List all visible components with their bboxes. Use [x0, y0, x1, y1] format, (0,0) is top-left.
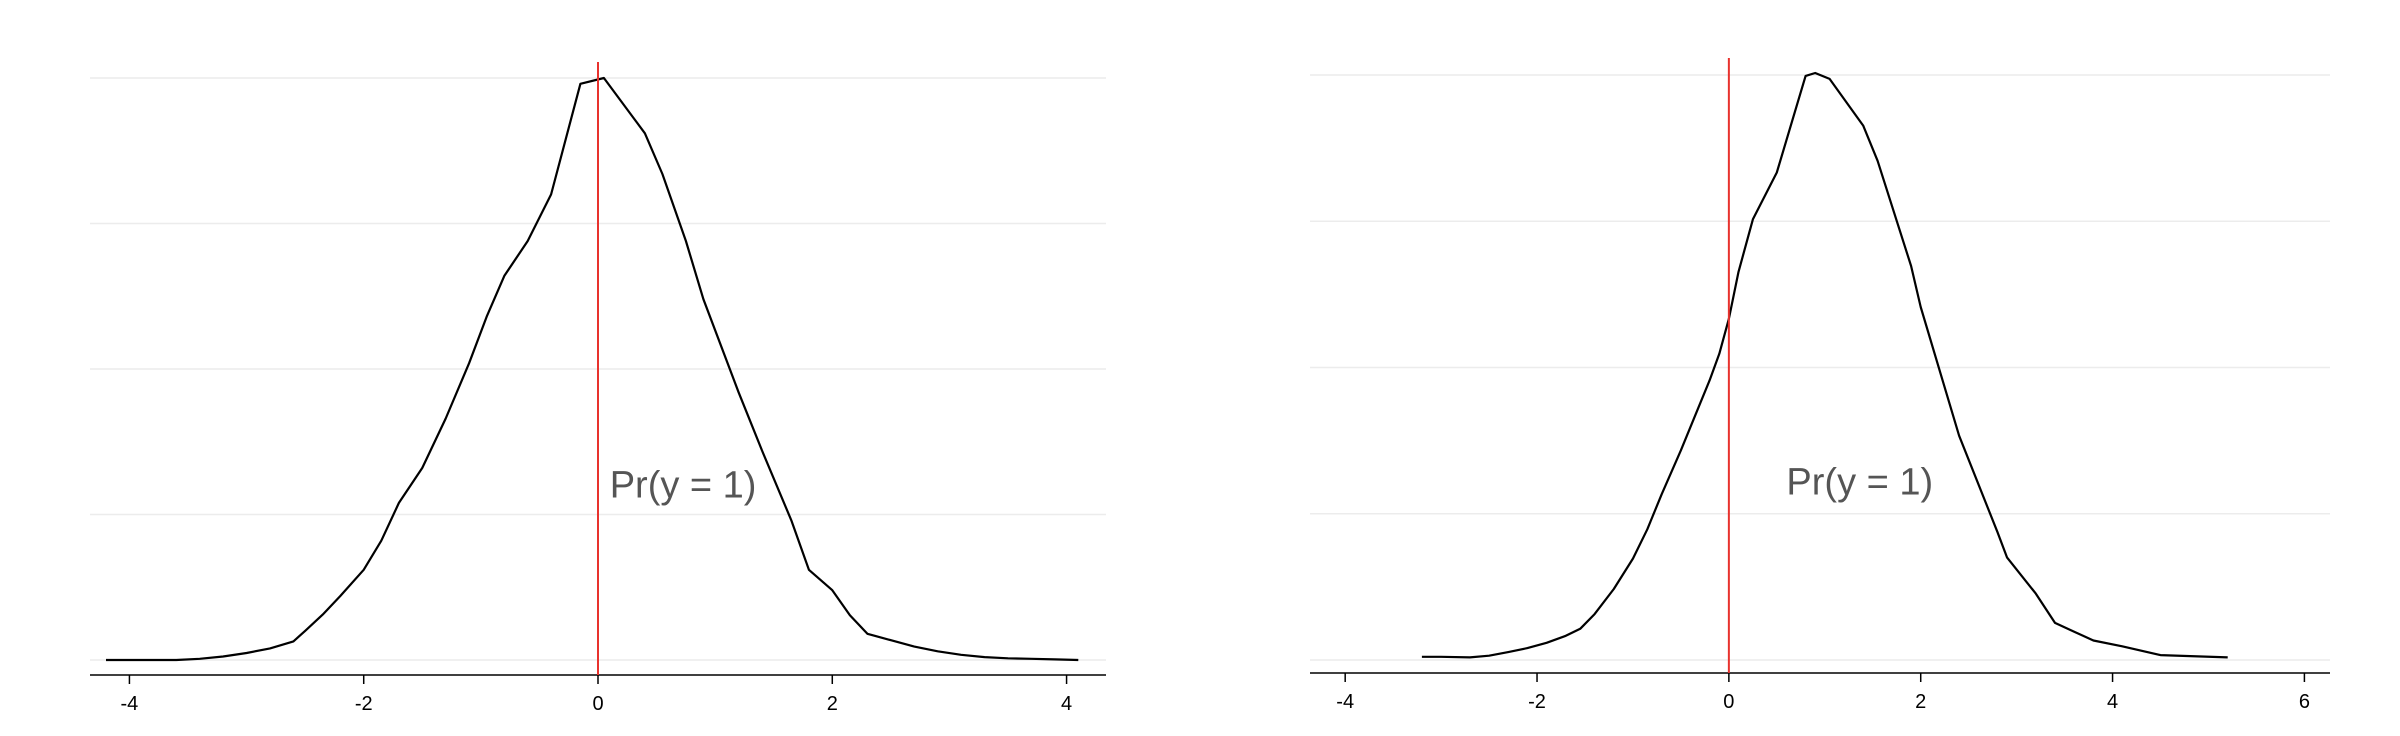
left-density-chart: -4 -2 0 2 4 Pr(y = 1) — [90, 62, 1106, 715]
density-curve — [106, 76, 1079, 662]
x-tick-label: 4 — [2107, 691, 2118, 713]
x-tick-label: 2 — [827, 693, 838, 715]
right-density-chart: -4 -2 0 2 4 6 Pr(y = 1) — [1310, 58, 2330, 713]
x-tick-label: 0 — [1723, 691, 1734, 713]
x-tick-label: -2 — [355, 693, 373, 715]
x-tick-label: -2 — [1528, 691, 1546, 713]
annotation-label: Pr(y = 1) — [610, 464, 757, 506]
x-tick-label: 2 — [1915, 691, 1926, 713]
x-tick-label: -4 — [121, 693, 139, 715]
x-tick-label: 4 — [1061, 693, 1072, 715]
x-tick-label: -4 — [1336, 691, 1354, 713]
density-curve — [1421, 71, 2228, 659]
x-tick-label: 6 — [2299, 691, 2310, 713]
annotation-label: Pr(y = 1) — [1786, 462, 1933, 504]
x-tick-label: 0 — [592, 693, 603, 715]
